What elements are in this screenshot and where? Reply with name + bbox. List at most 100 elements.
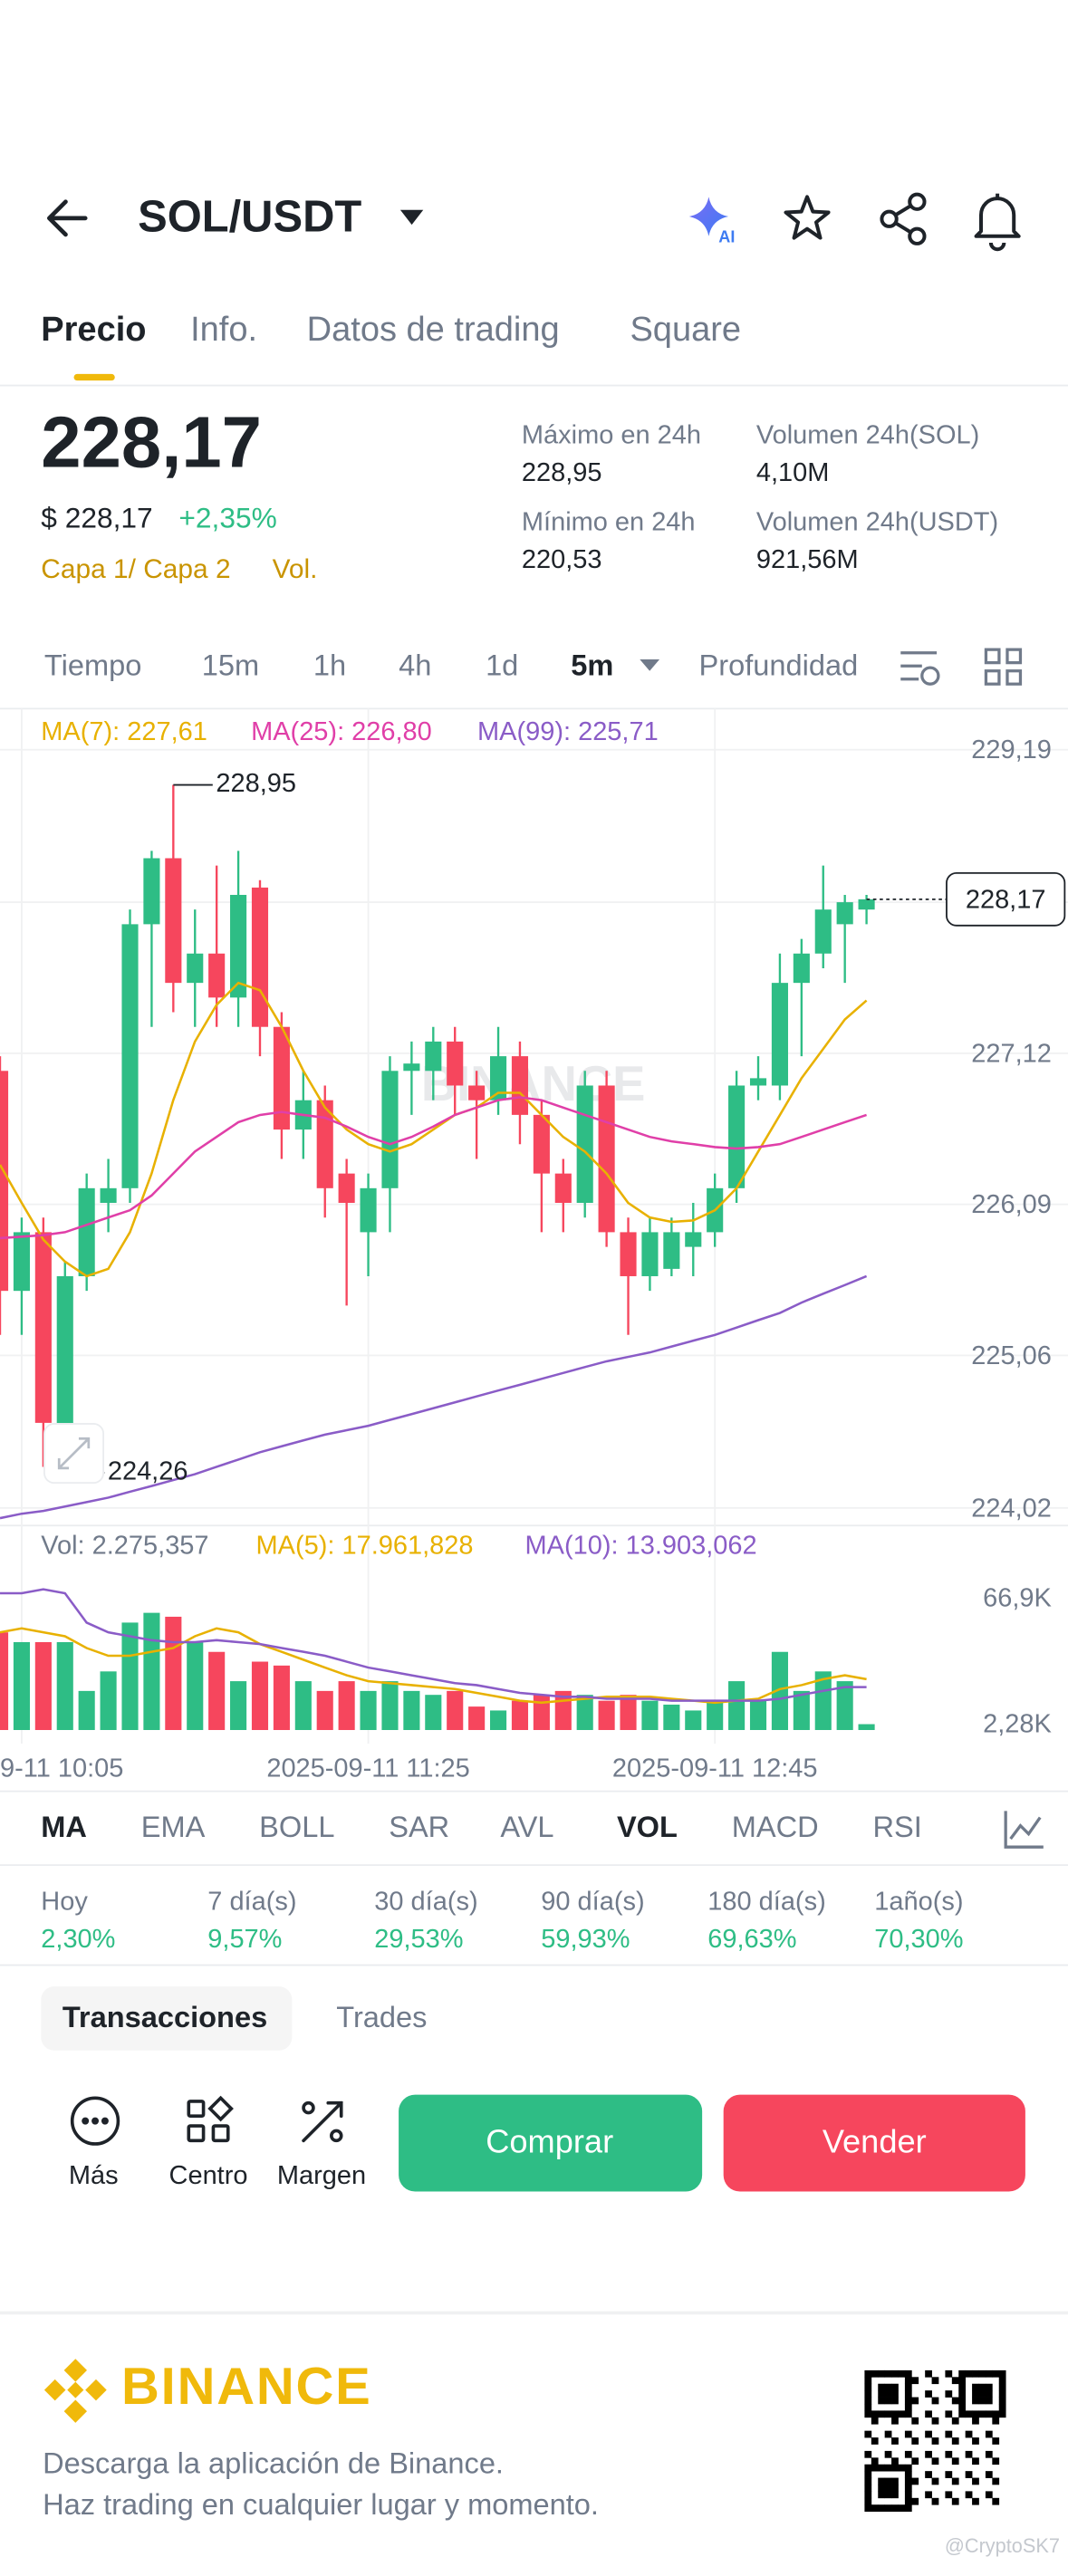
qr-cell — [958, 2403, 967, 2411]
interval-dropdown[interactable] — [640, 659, 660, 671]
indicator[interactable]: RSI — [872, 1810, 921, 1843]
interval[interactable]: 15m — [202, 649, 259, 682]
stat-label: Mínimo en 24h — [522, 507, 696, 536]
alert-button[interactable] — [974, 193, 1021, 252]
tab[interactable]: Square — [630, 311, 741, 349]
tab[interactable]: Precio — [41, 311, 146, 349]
chart-settings[interactable] — [900, 651, 940, 686]
tag[interactable]: Capa 1/ Capa 2 — [41, 554, 230, 584]
qr-cell — [931, 2477, 939, 2485]
qr-cell — [951, 2477, 959, 2485]
period-label: Hoy — [41, 1887, 88, 1916]
tab[interactable]: Datos de trading — [307, 311, 560, 349]
center-icon[interactable] — [187, 2095, 234, 2143]
interval[interactable]: Tiempo — [44, 649, 141, 682]
favorite-button[interactable] — [784, 195, 831, 240]
buy-label[interactable]: Comprar — [486, 2123, 613, 2160]
indicator[interactable]: AVL — [500, 1810, 553, 1843]
action-label[interactable]: Más — [69, 2161, 119, 2190]
indicator[interactable]: EMA — [141, 1810, 206, 1843]
ai-icon[interactable] — [688, 197, 729, 236]
qr-cell — [911, 2457, 919, 2465]
legend-entry: MA(25): 226,80 — [251, 717, 432, 746]
volume-bar — [338, 1681, 355, 1731]
qr-cell — [978, 2383, 986, 2391]
action-label[interactable]: Margen — [277, 2161, 366, 2190]
qr-cell — [998, 2397, 1006, 2405]
qr-cell — [972, 2383, 979, 2391]
share-button[interactable] — [880, 192, 927, 245]
qr-cell — [878, 2369, 886, 2378]
indicator-settings[interactable] — [1004, 1811, 1044, 1849]
stat-value: 228,95 — [522, 458, 602, 487]
volume-ma-line — [0, 1627, 867, 1705]
qr-cell — [864, 2497, 872, 2505]
trade-tab[interactable]: Transacciones — [63, 2000, 267, 2033]
stat-label: Máximo en 24h — [522, 420, 701, 449]
pair-title[interactable]: SOL/USDT — [138, 193, 361, 242]
period-label: 7 día(s) — [207, 1887, 296, 1916]
qr-cell — [951, 2397, 959, 2405]
qr-cell — [931, 2457, 939, 2465]
volume-bar — [771, 1651, 788, 1731]
qr-cell — [904, 2397, 912, 2405]
qr-cell — [945, 2471, 953, 2478]
indicator[interactable]: MA — [41, 1810, 87, 1843]
interval[interactable]: 5m — [571, 649, 613, 682]
more-icon[interactable] — [70, 2096, 120, 2146]
indicator[interactable]: BOLL — [259, 1810, 334, 1843]
divider — [0, 2311, 1068, 2315]
qr-cell — [965, 2430, 973, 2438]
qr-cell — [904, 2471, 912, 2478]
interval[interactable]: 1h — [313, 649, 346, 682]
volume-bar — [707, 1700, 724, 1731]
action-label[interactable]: Centro — [169, 2161, 248, 2190]
pair-dropdown[interactable] — [399, 209, 424, 226]
price-change: +2,35% — [178, 501, 276, 533]
qr-cell — [951, 2417, 959, 2425]
period-change: 2,30% — [41, 1925, 115, 1954]
tab[interactable]: Info. — [190, 311, 257, 349]
qr-cell — [945, 2390, 953, 2398]
interval[interactable]: 4h — [399, 649, 431, 682]
ma-line — [0, 1096, 867, 1240]
ma-line — [0, 981, 868, 1278]
buy-button[interactable] — [399, 2094, 703, 2192]
qr-cell — [878, 2390, 886, 2398]
sell-button[interactable] — [723, 2094, 1025, 2192]
indicator[interactable]: VOL — [617, 1810, 678, 1843]
qr-cell — [985, 2430, 993, 2438]
stat-label: Volumen 24h(USDT) — [756, 507, 998, 536]
candle-body — [143, 858, 160, 925]
volume-bar — [294, 1681, 312, 1731]
candle-body — [273, 1026, 290, 1130]
indicator[interactable]: SAR — [389, 1810, 449, 1843]
qr-cell — [972, 2417, 979, 2425]
candle-body — [749, 1078, 767, 1086]
tag[interactable]: Vol. — [273, 554, 318, 584]
layout-button[interactable] — [984, 648, 1023, 686]
trade-tab[interactable]: Trades — [336, 2000, 427, 2033]
back-button[interactable] — [46, 199, 88, 237]
qr-cell — [898, 2504, 906, 2513]
interval[interactable]: Profundidad — [699, 649, 859, 682]
sell-label[interactable]: Vender — [823, 2123, 927, 2160]
qr-cell — [958, 2397, 967, 2405]
volume-legend: Vol: 2.275,357 — [41, 1531, 208, 1560]
candle-body — [793, 953, 810, 984]
qr-cell — [972, 2457, 979, 2465]
qr-cell — [992, 2497, 1000, 2505]
qr-cell — [891, 2369, 899, 2378]
qr-cell — [945, 2450, 953, 2458]
interval[interactable]: 1d — [486, 649, 518, 682]
qr-cell — [945, 2491, 953, 2499]
volume-legend-entry: MA(10): 13.903,062 — [525, 1531, 757, 1560]
candle-body — [0, 1071, 9, 1292]
margin-icon[interactable] — [302, 2100, 343, 2143]
volume-bar — [511, 1700, 529, 1731]
tab-pill[interactable] — [41, 1986, 293, 2051]
qr-cell — [878, 2484, 886, 2492]
interval-bar: Tiempo 15m 1h 4h 1d 5m Profundidad — [44, 649, 858, 682]
indicator[interactable]: MACD — [732, 1810, 819, 1843]
watermark: @CryptoSK7 — [945, 2534, 1060, 2557]
